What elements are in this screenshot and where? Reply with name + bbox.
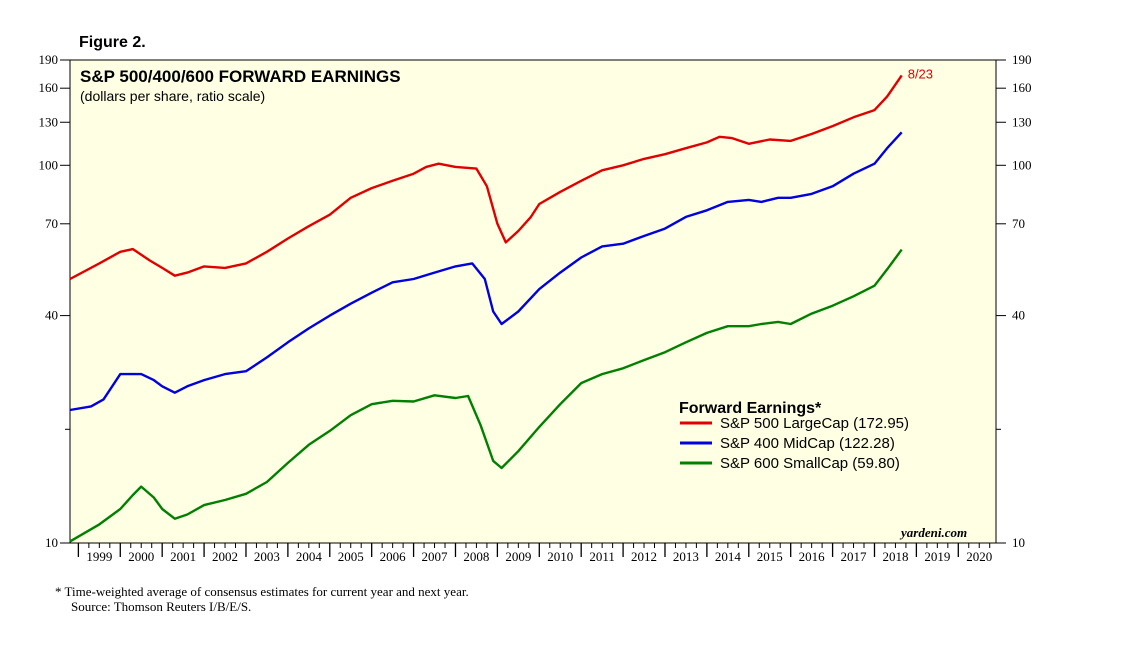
x-tick-label: 2016 xyxy=(799,549,826,564)
figure-label: Figure 2. xyxy=(79,34,146,51)
y-tick-label-right: 160 xyxy=(1012,80,1032,95)
x-tick-label: 2006 xyxy=(380,549,407,564)
series-line-3 xyxy=(69,248,903,543)
footnote: * Time-weighted average of consensus est… xyxy=(55,584,469,614)
legend-label-2: S&P 400 MidCap (122.28) xyxy=(720,435,895,452)
y-tick-label-left: 10 xyxy=(45,535,58,550)
x-tick-label: 2009 xyxy=(505,549,531,564)
x-tick-label: 2001 xyxy=(170,549,196,564)
y-tick-label-left: 100 xyxy=(39,157,59,172)
x-tick-label: 2014 xyxy=(715,549,742,564)
chart-subtitle: (dollars per share, ratio scale) xyxy=(80,88,265,104)
x-tick-label: 2002 xyxy=(212,549,238,564)
chart-title: S&P 500/400/600 FORWARD EARNINGS xyxy=(80,67,401,86)
last-date-annotation: 8/23 xyxy=(908,66,933,81)
x-tick-label: 2017 xyxy=(841,549,868,564)
x-tick-label: 2004 xyxy=(296,549,323,564)
x-tick-label: 2020 xyxy=(966,549,992,564)
x-tick-label: 2007 xyxy=(422,549,449,564)
legend-label-1: S&P 500 LargeCap (172.95) xyxy=(720,415,909,432)
brand-watermark: yardeni.com xyxy=(899,525,967,540)
y-tick-label-right: 70 xyxy=(1012,216,1025,231)
footnote-source: Source: Thomson Reuters I/B/E/S. xyxy=(71,599,252,614)
y-tick-label-right: 40 xyxy=(1012,308,1025,323)
y-tick-label-left: 40 xyxy=(45,308,58,323)
x-tick-label: 2005 xyxy=(338,549,364,564)
y-tick-label-left: 70 xyxy=(45,216,58,231)
footnote-line-1: * Time-weighted average of consensus est… xyxy=(55,584,469,599)
x-tick-label: 2013 xyxy=(673,549,699,564)
x-tick-label: 2008 xyxy=(463,549,489,564)
y-tick-label-right: 130 xyxy=(1012,114,1032,129)
axis-ticks: 10 10 40 40 70 70 100 100 130 130 160 160 190 190 1999… xyxy=(39,52,1032,564)
x-tick-label: 1999 xyxy=(86,549,112,564)
x-tick-label: 2003 xyxy=(254,549,280,564)
y-tick-label-right: 190 xyxy=(1012,52,1032,67)
y-tick-label-left: 190 xyxy=(39,52,59,67)
legend: Forward Earnings* S&P 500 LargeCap (172.… xyxy=(679,400,909,472)
x-tick-label: 2015 xyxy=(757,549,783,564)
legend-label-3: S&P 600 SmallCap (59.80) xyxy=(720,455,900,472)
x-tick-label: 2019 xyxy=(924,549,950,564)
x-tick-label: 2000 xyxy=(128,549,154,564)
y-tick-label-left: 130 xyxy=(39,114,59,129)
x-tick-label: 2018 xyxy=(882,549,908,564)
legend-title: Forward Earnings* xyxy=(679,400,822,417)
y-tick-label-left: 160 xyxy=(39,80,59,95)
y-tick-label-right: 10 xyxy=(1012,535,1025,550)
series-lines xyxy=(69,74,903,543)
series-line-2 xyxy=(69,131,903,412)
x-tick-label: 2011 xyxy=(589,549,615,564)
x-tick-label: 2010 xyxy=(547,549,573,564)
y-tick-label-right: 100 xyxy=(1012,157,1032,172)
x-tick-label: 2012 xyxy=(631,549,657,564)
series-line-1 xyxy=(69,74,903,281)
